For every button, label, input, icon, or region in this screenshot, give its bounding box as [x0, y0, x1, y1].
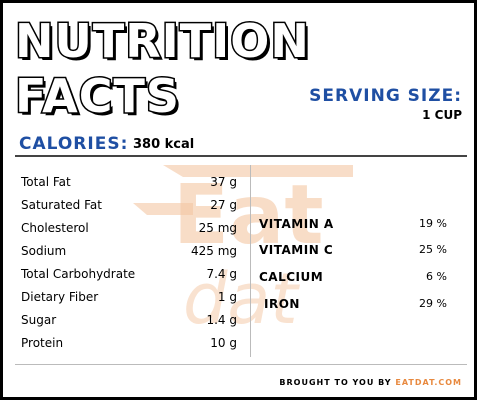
- nutrient-row-total-carbohydrate: Total Carbohydrate 7.4 g: [21, 267, 237, 287]
- vitamin-value: 29 %: [419, 297, 447, 310]
- nutrient-value: 37 g: [210, 175, 237, 189]
- serving-size-value: 1 CUP: [422, 108, 462, 122]
- nutrient-value: 27 g: [210, 198, 237, 212]
- footer-credit: BROUGHT TO YOU BY EATDAT.COM: [279, 378, 462, 387]
- nutrient-label: Sugar: [21, 313, 57, 327]
- nutrient-label: Total Carbohydrate: [21, 267, 136, 281]
- vitamin-label: VITAMIN C: [259, 243, 334, 257]
- title-line-1: NUTRITION: [14, 14, 311, 68]
- nutrient-value: 10 g: [210, 336, 237, 350]
- calories-label: CALORIES:: [19, 134, 129, 154]
- nutrient-row-sodium: Sodium 425 mg: [21, 244, 237, 264]
- vitamin-label: CALCIUM: [259, 270, 324, 284]
- calories-value: 380 kcal: [133, 137, 195, 152]
- nutrient-label: Cholesterol: [21, 221, 89, 235]
- serving-size-label: SERVING SIZE:: [309, 86, 462, 106]
- title-line-2: FACTS: [13, 69, 181, 123]
- nutrient-value: 1.4 g: [206, 313, 237, 327]
- vitamin-label: VITAMIN A: [259, 217, 334, 231]
- vitamin-row-iron: IRON 29 %: [264, 297, 447, 317]
- vitamin-row-calcium: CALCIUM 6 %: [259, 270, 447, 290]
- vitamin-value: 19 %: [419, 217, 447, 230]
- nutrient-label: Protein: [21, 336, 64, 350]
- nutrient-row-saturated-fat: Saturated Fat 27 g: [21, 198, 237, 218]
- nutrient-label: Dietary Fiber: [21, 290, 99, 304]
- nutrient-row-sugar: Sugar 1.4 g: [21, 313, 237, 333]
- nutrient-row-total-fat: Total Fat 37 g: [21, 175, 237, 195]
- nutrient-label: Total Fat: [21, 175, 71, 189]
- footer-divider: [15, 364, 467, 365]
- vitamin-value: 6 %: [426, 270, 447, 283]
- nutrient-value: 25 mg: [198, 221, 237, 235]
- vitamin-label: IRON: [264, 297, 300, 311]
- nutrient-label: Sodium: [21, 244, 67, 258]
- vitamin-row-a: VITAMIN A 19 %: [259, 217, 447, 237]
- nutrient-value: 425 mg: [190, 244, 237, 258]
- nutrient-row-dietary-fiber: Dietary Fiber 1 g: [21, 290, 237, 310]
- nutrient-row-cholesterol: Cholesterol 25 mg: [21, 221, 237, 241]
- header-divider: [15, 155, 467, 157]
- footer-prefix: BROUGHT TO YOU BY: [279, 378, 392, 387]
- nutrient-row-protein: Protein 10 g: [21, 336, 237, 356]
- nutrient-value: 1 g: [217, 290, 237, 304]
- vitamin-value: 25 %: [419, 243, 447, 256]
- nutrient-label: Saturated Fat: [21, 198, 102, 212]
- nutrient-value: 7.4 g: [206, 267, 237, 281]
- column-divider: [250, 165, 251, 357]
- footer-brand-link[interactable]: EATDAT.COM: [395, 378, 462, 387]
- vitamin-row-c: VITAMIN C 25 %: [259, 243, 447, 263]
